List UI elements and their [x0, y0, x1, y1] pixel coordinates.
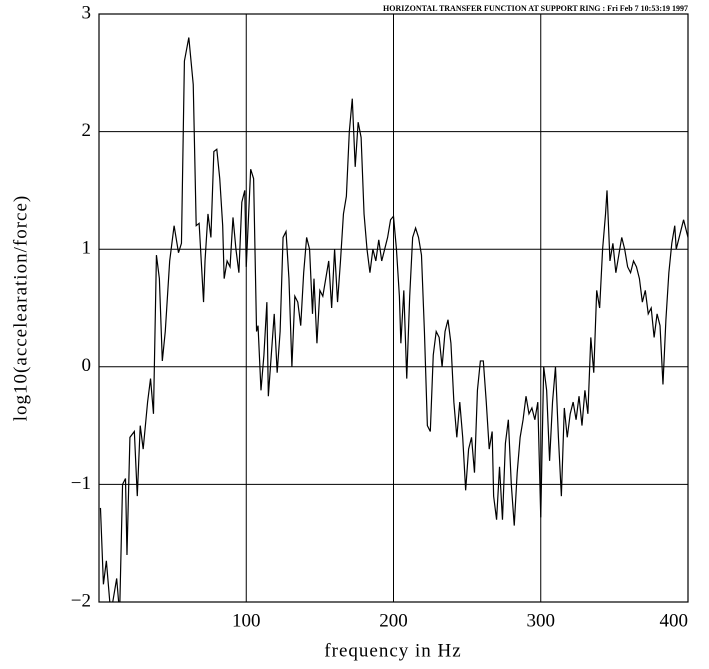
y-tick-label: −2 [71, 590, 91, 611]
y-tick-label: −1 [71, 473, 91, 494]
x-tick-label: 300 [527, 610, 556, 631]
x-tick-label: 100 [232, 610, 261, 631]
x-tick-label: 200 [379, 610, 408, 631]
chart-title: HORIZONTAL TRANSFER FUNCTION AT SUPPORT … [383, 4, 688, 13]
y-tick-label: 2 [82, 120, 92, 141]
x-tick-label: 400 [660, 610, 689, 631]
y-axis-label: log10(accelearation/force) [10, 195, 31, 421]
y-tick-label: 3 [82, 2, 92, 23]
y-tick-label: 1 [82, 238, 92, 259]
data-line [99, 37, 688, 602]
y-tick-label: 0 [82, 355, 92, 376]
x-axis-label: frequency in Hz [324, 640, 461, 661]
